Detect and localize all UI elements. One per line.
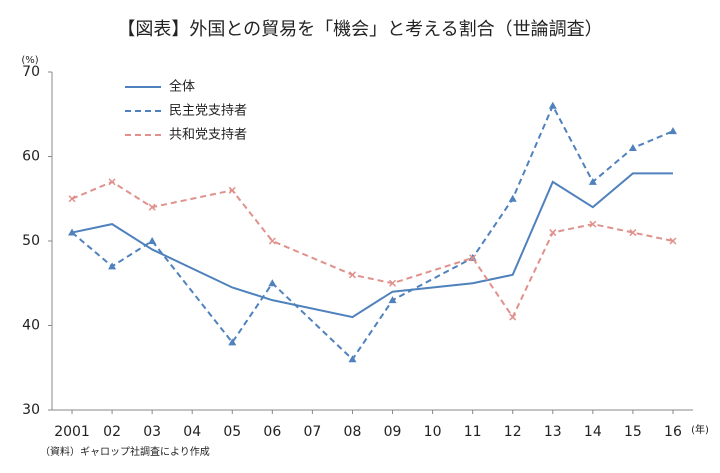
point <box>228 338 237 346</box>
y-tick-label: 30 <box>22 402 40 418</box>
x-tick-label: 10 <box>424 424 442 440</box>
x-tick-label: 03 <box>143 424 161 440</box>
y-tick-label: 60 <box>22 149 40 165</box>
y-unit: (%) <box>21 55 38 66</box>
point <box>668 127 677 135</box>
x-tick-label: 09 <box>384 424 402 440</box>
chart-title: 【図表】外国との貿易を「機会」と考える割合（世論調査） <box>117 19 602 40</box>
series-line <box>71 180 674 320</box>
point <box>108 262 117 270</box>
y-tick-label: 50 <box>22 233 40 249</box>
y-tick-label: 70 <box>22 64 40 80</box>
x-tick-label: 13 <box>544 424 562 440</box>
point <box>389 279 397 287</box>
x-tick-label: 16 <box>664 424 682 440</box>
x-tick-label: 06 <box>263 424 281 440</box>
series-line <box>71 103 674 361</box>
point <box>148 203 156 211</box>
point <box>628 144 637 152</box>
point <box>348 271 356 279</box>
series-line <box>71 172 673 319</box>
point <box>629 229 637 237</box>
legend-label: 全体 <box>169 79 195 95</box>
point <box>268 237 276 245</box>
source-note: （資料）ギャロップ社調査により作成 <box>40 445 210 458</box>
x-tick-label: 04 <box>183 424 201 440</box>
x-tick-label: 07 <box>303 424 321 440</box>
point <box>388 296 397 304</box>
x-unit: (年) <box>691 423 709 436</box>
x-tick-label: 15 <box>624 424 642 440</box>
point <box>469 254 477 262</box>
point <box>669 237 677 245</box>
point <box>228 186 236 194</box>
point <box>508 194 517 202</box>
point <box>68 195 76 203</box>
point <box>509 313 517 321</box>
point <box>589 220 597 228</box>
legend-label: 共和党支持者 <box>169 128 247 143</box>
x-tick-label: 12 <box>504 424 522 440</box>
point <box>268 279 277 287</box>
x-tick-label: 14 <box>584 424 602 440</box>
x-tick-label: 08 <box>344 424 362 440</box>
point <box>588 177 597 185</box>
point <box>108 178 116 186</box>
x-tick-label: 05 <box>223 424 241 440</box>
point <box>68 228 77 236</box>
y-tick-label: 40 <box>22 318 40 334</box>
legend-label: 民主党支持者 <box>169 104 247 119</box>
point <box>549 229 557 237</box>
x-tick-label: 2001 <box>54 424 90 440</box>
point <box>348 355 357 363</box>
point <box>148 237 157 244</box>
point <box>548 101 557 109</box>
x-tick-label: 11 <box>464 424 482 440</box>
x-tick-label: 02 <box>103 424 121 440</box>
